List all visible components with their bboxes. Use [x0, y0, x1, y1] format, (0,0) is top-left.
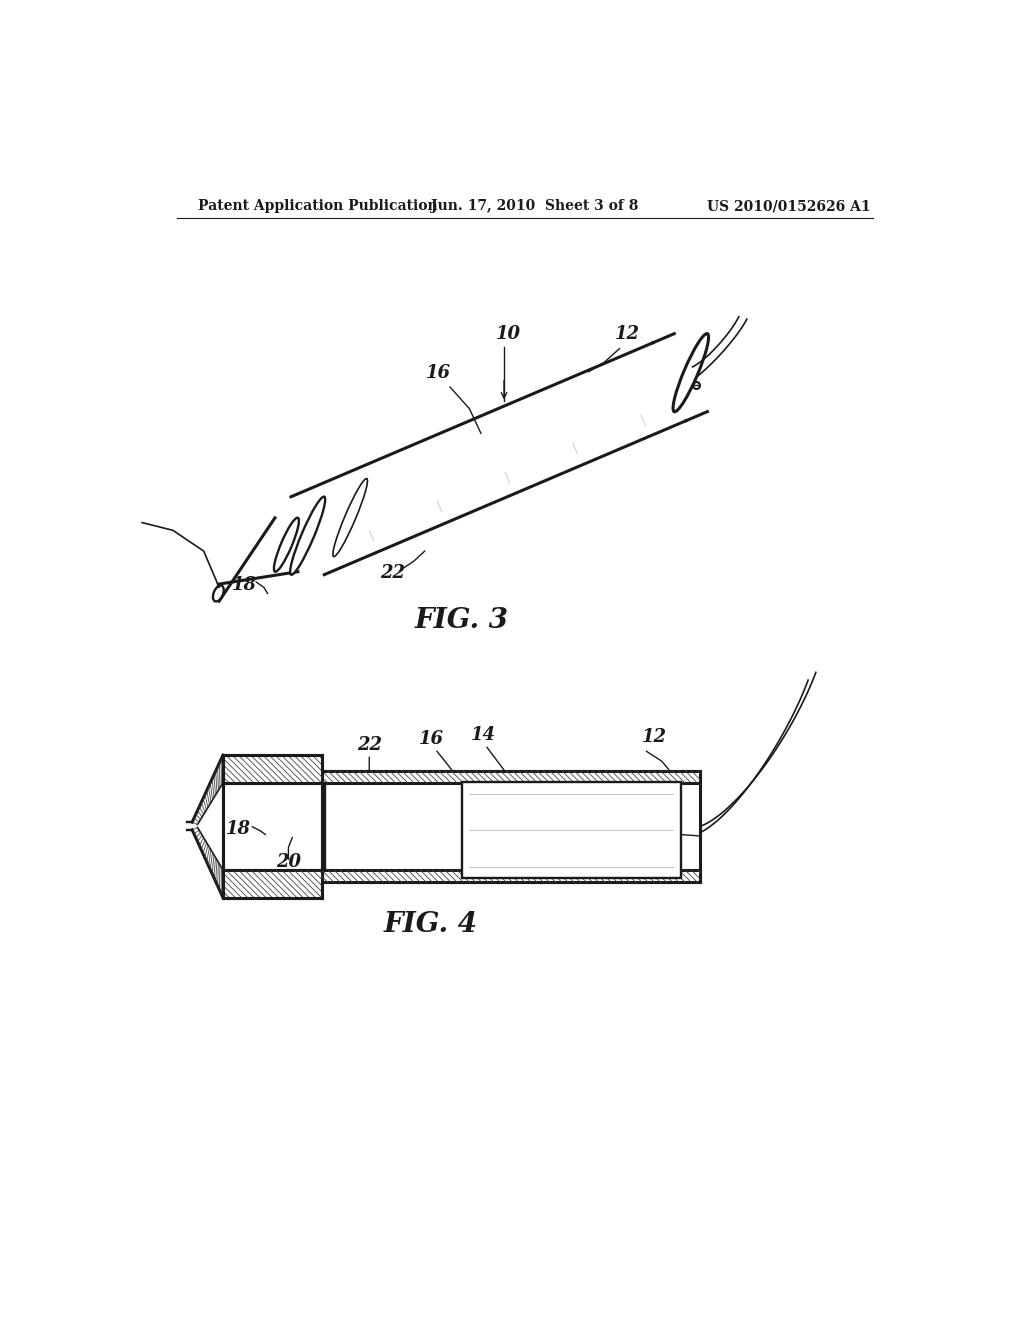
- Bar: [322, 870, 700, 882]
- Text: 16: 16: [419, 730, 443, 747]
- Text: 16: 16: [426, 364, 451, 381]
- Bar: [223, 783, 322, 870]
- Text: FIG. 4: FIG. 4: [384, 911, 478, 939]
- Text: Patent Application Publication: Patent Application Publication: [199, 199, 438, 213]
- Bar: [462, 781, 681, 878]
- Text: 22: 22: [380, 564, 404, 582]
- Text: FIG. 3: FIG. 3: [415, 607, 509, 634]
- Bar: [223, 755, 322, 783]
- Text: 10: 10: [496, 325, 520, 343]
- Ellipse shape: [673, 334, 709, 412]
- Text: 12: 12: [642, 729, 667, 746]
- Bar: [322, 771, 700, 783]
- Text: 18: 18: [226, 821, 251, 838]
- Text: 12: 12: [614, 325, 640, 343]
- Text: 14: 14: [471, 726, 496, 743]
- Bar: [223, 870, 322, 898]
- Ellipse shape: [333, 479, 368, 557]
- Text: Jun. 17, 2010  Sheet 3 of 8: Jun. 17, 2010 Sheet 3 of 8: [431, 199, 638, 213]
- Bar: [322, 771, 700, 882]
- Text: US 2010/0152626 A1: US 2010/0152626 A1: [707, 199, 870, 213]
- Ellipse shape: [274, 517, 299, 572]
- Text: 22: 22: [356, 735, 382, 754]
- Text: 20: 20: [275, 853, 301, 871]
- Text: 18: 18: [232, 576, 257, 594]
- Ellipse shape: [213, 586, 223, 602]
- Text: 13: 13: [596, 814, 621, 833]
- Ellipse shape: [290, 496, 326, 574]
